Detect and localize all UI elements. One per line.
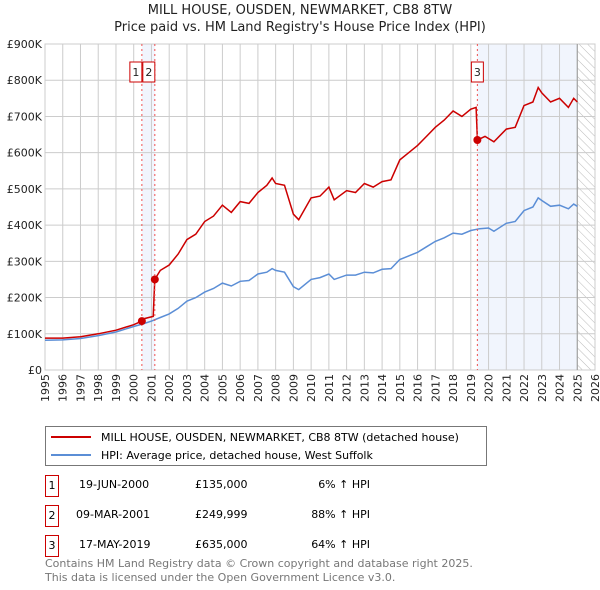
transaction-number: 2 xyxy=(45,505,59,527)
x-tick-label: 2009 xyxy=(287,374,300,402)
transaction-price: £249,999 xyxy=(195,508,248,521)
x-tick-label: 2012 xyxy=(341,374,354,402)
y-tick-label: £200K xyxy=(7,292,43,305)
y-tick-label: £400K xyxy=(7,219,43,232)
x-tick-label: 1995 xyxy=(39,374,52,402)
sale-label-box xyxy=(470,61,484,83)
series-line xyxy=(44,196,578,342)
legend: MILL HOUSE, OUSDEN, NEWMARKET, CB8 8TW (… xyxy=(45,426,487,466)
plot-border xyxy=(44,43,596,371)
sale-label-box xyxy=(129,61,143,83)
transaction-date: 09-MAR-2001 xyxy=(76,508,151,521)
transaction-number: 3 xyxy=(45,535,59,557)
sale-label: 2 xyxy=(145,66,152,79)
x-tick-label: 2025 xyxy=(571,374,584,402)
price-chart: 1995 1996 1997 1998 1999 2000 2001 2002 2003 2004… xyxy=(7,38,600,402)
transaction-row: 1 19-JUN-2000 £135,000 6% ↑ HPI xyxy=(45,475,485,497)
x-tick-label: 1999 xyxy=(110,374,123,402)
x-tick-label: 2011 xyxy=(323,374,336,402)
x-tick-label: 2022 xyxy=(518,374,531,402)
x-tick-label: 2019 xyxy=(465,374,478,402)
transaction-row: 2 09-MAR-2001 £249,999 88% ↑ HPI xyxy=(45,505,485,527)
x-tick-label: 1996 xyxy=(57,374,70,402)
x-tick-label: 1998 xyxy=(92,374,105,402)
x-tick-label: 2003 xyxy=(181,374,194,402)
legend-swatch-red xyxy=(51,436,91,438)
legend-item-hpi: HPI: Average price, detached house, West… xyxy=(51,447,373,463)
x-tick-label: 1997 xyxy=(74,374,87,402)
transaction-number: 1 xyxy=(45,475,59,497)
transaction-hpi: 64% ↑ HPI xyxy=(311,538,370,551)
x-tick-label: 2018 xyxy=(447,374,460,402)
x-tick-label: 2004 xyxy=(199,374,212,402)
transaction-hpi: 6% ↑ HPI xyxy=(318,478,370,491)
sale-marker-point xyxy=(473,135,482,144)
y-tick-label: £500K xyxy=(7,183,43,196)
x-tick-label: 2008 xyxy=(270,374,283,402)
transaction-price: £135,000 xyxy=(195,478,248,491)
x-tick-label: 2026 xyxy=(589,374,600,402)
y-tick-label: £600K xyxy=(7,147,43,160)
sale-marker-point xyxy=(150,275,159,284)
x-tick-label: 2007 xyxy=(252,374,265,402)
transaction-price: £635,000 xyxy=(195,538,248,551)
x-tick-label: 2016 xyxy=(412,374,425,402)
footer-line2: This data is licensed under the Open Gov… xyxy=(45,571,396,584)
chart-title: MILL HOUSE, OUSDEN, NEWMARKET, CB8 8TW xyxy=(147,3,453,18)
transaction-date: 19-JUN-2000 xyxy=(79,478,150,491)
x-tick-label: 2014 xyxy=(376,374,389,402)
legend-item-property: MILL HOUSE, OUSDEN, NEWMARKET, CB8 8TW (… xyxy=(51,429,459,445)
series-line xyxy=(45,85,578,339)
y-tick-label: £0 xyxy=(28,364,42,377)
x-tick-label: 2000 xyxy=(128,374,141,402)
sale-marker-point xyxy=(137,317,146,326)
y-tick-label: £900K xyxy=(7,38,43,51)
x-tick-label: 2002 xyxy=(163,374,176,402)
legend-swatch-blue xyxy=(51,454,91,456)
chart-subtitle: Price paid vs. HM Land Registry's House … xyxy=(114,20,486,35)
x-tick-label: 2010 xyxy=(305,374,318,402)
x-tick-label: 2001 xyxy=(145,374,158,402)
x-tick-label: 2017 xyxy=(429,374,442,402)
x-tick-label: 2005 xyxy=(216,374,229,402)
footer: Contains HM Land Registry data © Crown c… xyxy=(45,557,473,585)
footer-line1: Contains HM Land Registry data © Crown c… xyxy=(45,557,473,570)
y-tick-label: £100K xyxy=(7,328,43,341)
x-tick-label: 2015 xyxy=(394,374,407,402)
sale-label: 1 xyxy=(132,66,139,79)
legend-label: MILL HOUSE, OUSDEN, NEWMARKET, CB8 8TW (… xyxy=(101,430,459,444)
transaction-row: 3 17-MAY-2019 £635,000 64% ↑ HPI xyxy=(45,535,485,557)
transaction-date: 17-MAY-2019 xyxy=(79,538,151,551)
y-tick-label: £800K xyxy=(7,74,43,87)
shaded-range xyxy=(477,44,578,370)
forecast-hatch xyxy=(577,44,595,370)
legend-label: HPI: Average price, detached house, West… xyxy=(101,448,373,462)
x-tick-label: 2023 xyxy=(536,374,549,402)
y-tick-label: £700K xyxy=(7,110,43,123)
sale-label: 3 xyxy=(474,66,481,79)
sale-label-box xyxy=(142,61,156,83)
y-tick-label: £300K xyxy=(7,255,43,268)
x-tick-label: 2021 xyxy=(500,374,513,402)
x-tick-label: 2024 xyxy=(554,374,567,402)
x-tick-label: 2013 xyxy=(358,374,371,402)
transaction-hpi: 88% ↑ HPI xyxy=(311,508,370,521)
x-tick-label: 2020 xyxy=(483,374,496,402)
x-tick-label: 2006 xyxy=(234,374,247,402)
